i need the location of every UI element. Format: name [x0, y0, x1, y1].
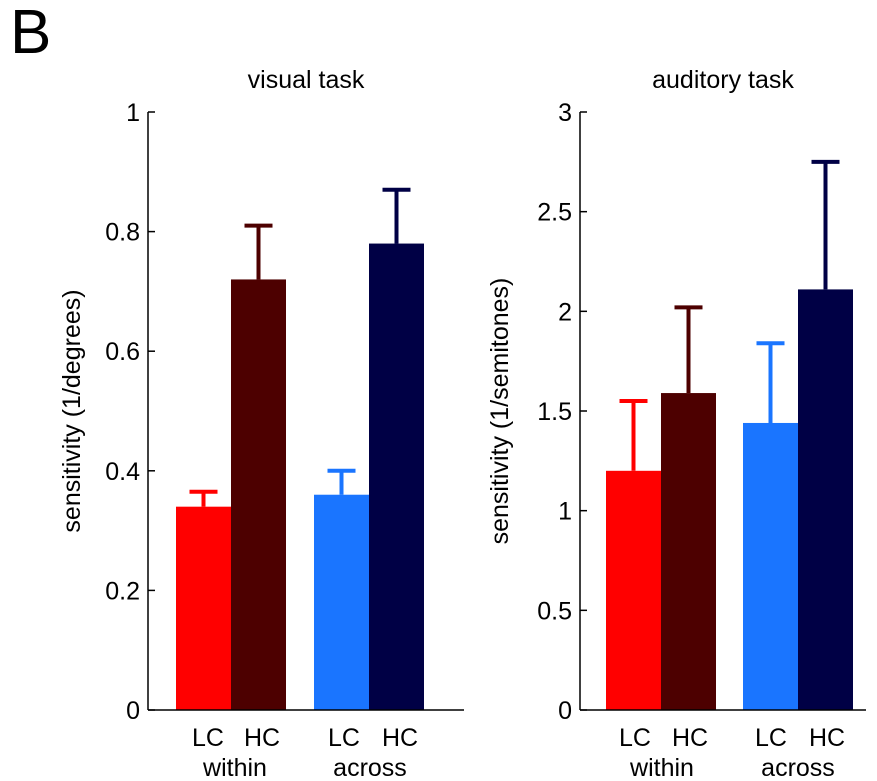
- y-tick-label: 0.8: [105, 219, 140, 247]
- y-tick-label: 1.5: [537, 398, 572, 426]
- bar: [314, 494, 369, 710]
- y-tick-label: 0.6: [105, 338, 140, 366]
- y-tick-label: 0.4: [105, 458, 140, 486]
- bar: [369, 243, 424, 710]
- group-label: within: [629, 754, 694, 781]
- y-tick-label: 2.5: [537, 199, 572, 227]
- y-tick-label: 0.5: [537, 597, 572, 625]
- chart-1: visual task sensitivity (1/degrees) 0 0.2 0.…: [58, 66, 464, 781]
- x-tick-label: LC: [192, 724, 224, 752]
- y-tick-label: 1: [126, 99, 140, 127]
- chart-2: auditory task sensitivity (1/semitones) 0 0…: [486, 66, 866, 781]
- y-tick-label: 2: [558, 298, 572, 326]
- y-tick-label: 1: [558, 498, 572, 526]
- panel-label: B: [10, 0, 52, 67]
- x-tick-label: HC: [244, 724, 280, 752]
- x-tick-label: LC: [328, 724, 360, 752]
- bar: [231, 279, 286, 710]
- x-tick-label: LC: [755, 724, 787, 752]
- bar: [176, 506, 231, 710]
- chart-title: auditory task: [652, 66, 794, 94]
- y-tick-label: 0.2: [105, 577, 140, 605]
- y-axis-label: sensitivity (1/degrees): [58, 289, 86, 532]
- group-label: within: [202, 754, 267, 781]
- y-tick-label: 3: [558, 99, 572, 127]
- y-tick-label: 0: [126, 697, 140, 725]
- x-tick-label: HC: [382, 724, 418, 752]
- group-label: across: [761, 754, 835, 781]
- bar: [743, 422, 798, 710]
- y-axis-label: sensitivity (1/semitones): [486, 278, 514, 545]
- bar: [798, 289, 853, 710]
- x-tick-label: HC: [672, 724, 708, 752]
- y-tick-label: 0: [558, 697, 572, 725]
- bar: [606, 470, 661, 710]
- x-tick-label: LC: [619, 724, 651, 752]
- bar: [661, 393, 716, 710]
- x-tick-label: HC: [809, 724, 845, 752]
- group-label: across: [333, 754, 407, 781]
- chart-title: visual task: [248, 66, 365, 94]
